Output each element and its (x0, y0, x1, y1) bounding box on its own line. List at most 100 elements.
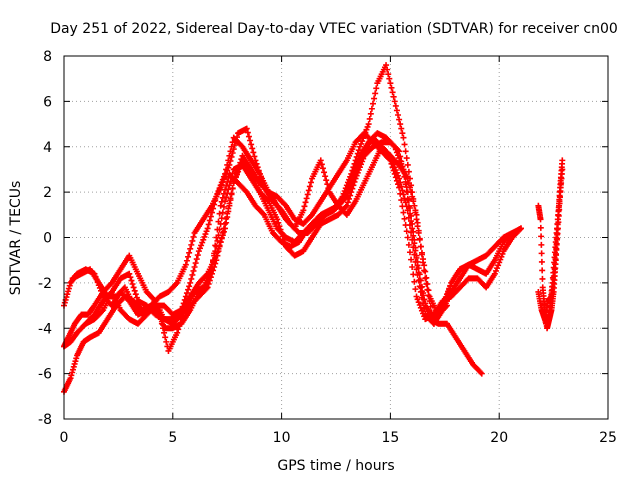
data-point-interp (360, 135, 367, 142)
data-point-interp (350, 164, 357, 171)
data-point-interp (388, 84, 395, 91)
data-point (126, 270, 133, 277)
y-tick-label: -8 (38, 412, 52, 428)
data-point (174, 329, 181, 336)
data-point (391, 143, 398, 150)
data-point-interp (275, 219, 282, 226)
data-point-interp (412, 247, 419, 254)
data-point-interp (552, 244, 559, 251)
data-point-interp (183, 257, 190, 264)
data-point-interp (233, 134, 240, 141)
data-point (195, 248, 202, 255)
data-point-interp (395, 152, 402, 159)
data-point-interp (229, 149, 236, 156)
data-point (243, 125, 250, 132)
data-point-interp (226, 202, 233, 209)
data-point-interp (390, 93, 397, 100)
data-point-interp (188, 275, 195, 282)
data-point-interp (395, 181, 402, 188)
data-point-interp (185, 286, 192, 293)
data-point-interp (205, 221, 212, 228)
data-point-interp (409, 193, 416, 200)
data-point (222, 225, 229, 232)
data-point-interp (396, 155, 403, 162)
data-point-interp (411, 278, 418, 285)
x-tick-label: 15 (381, 430, 399, 446)
data-point-interp (406, 184, 413, 191)
data-point-interp (214, 237, 221, 244)
data-point-interp (347, 173, 354, 180)
series-track-4 (61, 130, 524, 350)
data-point-interp (190, 233, 197, 240)
data-point-interp (384, 66, 391, 73)
data-point-interp (358, 156, 365, 163)
data-point-interp (132, 291, 139, 298)
data-point-interp (247, 137, 254, 144)
data-point-interp (355, 162, 362, 169)
data-point-interp (498, 253, 505, 260)
data-point-interp (218, 181, 225, 188)
y-tick-label: 6 (43, 94, 52, 110)
data-point-interp (416, 301, 423, 308)
data-point-interp (223, 182, 230, 189)
data-point (365, 121, 372, 128)
data-point-interp (224, 167, 231, 174)
data-point-interp (177, 319, 184, 326)
data-point-interp (416, 283, 423, 290)
data-point-interp (202, 231, 209, 238)
data-point-interp (401, 195, 408, 202)
x-axis-label: GPS time / hours (277, 458, 394, 474)
data-point-interp (393, 107, 400, 114)
data-point-interp (194, 252, 201, 259)
data-point-interp (73, 355, 80, 362)
data-point (383, 62, 390, 69)
data-point-interp (397, 190, 404, 197)
data-point-interp (411, 202, 418, 209)
data-point-interp (216, 242, 223, 249)
data-point-interp (260, 210, 267, 217)
data-point-interp (417, 304, 424, 311)
data-point-interp (175, 326, 182, 333)
data-point-interp (69, 369, 76, 376)
data-point-interp (367, 110, 374, 117)
data-point-interp (442, 296, 449, 303)
data-point-interp (412, 286, 419, 293)
data-point-interp (538, 233, 545, 240)
data-point (491, 270, 498, 277)
data-point-interp (318, 161, 325, 168)
data-point-interp (364, 123, 371, 130)
data-point-interp (244, 129, 251, 136)
data-point (348, 170, 355, 177)
data-point-interp (395, 111, 402, 118)
data-point-interp (415, 277, 422, 284)
data-point-interp (391, 170, 398, 177)
data-point-interp (237, 159, 244, 166)
data-point-interp (385, 71, 392, 78)
data-point-interp (539, 267, 546, 274)
data-point-interp (225, 208, 232, 215)
data-point-interp (386, 75, 393, 82)
data-point-interp (344, 179, 351, 186)
data-point-interp (359, 138, 366, 145)
data-point-interp (251, 153, 258, 160)
data-point-interp (218, 198, 225, 205)
data-point-interp (254, 164, 261, 171)
data-point-interp (340, 190, 347, 197)
data-point (400, 134, 407, 141)
data-point-interp (227, 157, 234, 164)
data-point (187, 279, 194, 286)
data-point-interp (192, 260, 199, 267)
data-point-interp (220, 176, 227, 183)
data-point-interp (183, 290, 190, 297)
plot-frame (63, 55, 609, 420)
data-point-interp (363, 126, 370, 133)
data-point-interp (422, 268, 429, 275)
series-track-9 (539, 166, 566, 327)
data-point-interp (494, 265, 501, 272)
data-point-interp (410, 198, 417, 205)
data-point-interp (187, 245, 194, 252)
data-point-interp (405, 214, 412, 221)
data-point-interp (390, 167, 397, 174)
data-point-interp (64, 291, 71, 298)
data-point-interp (203, 271, 210, 278)
